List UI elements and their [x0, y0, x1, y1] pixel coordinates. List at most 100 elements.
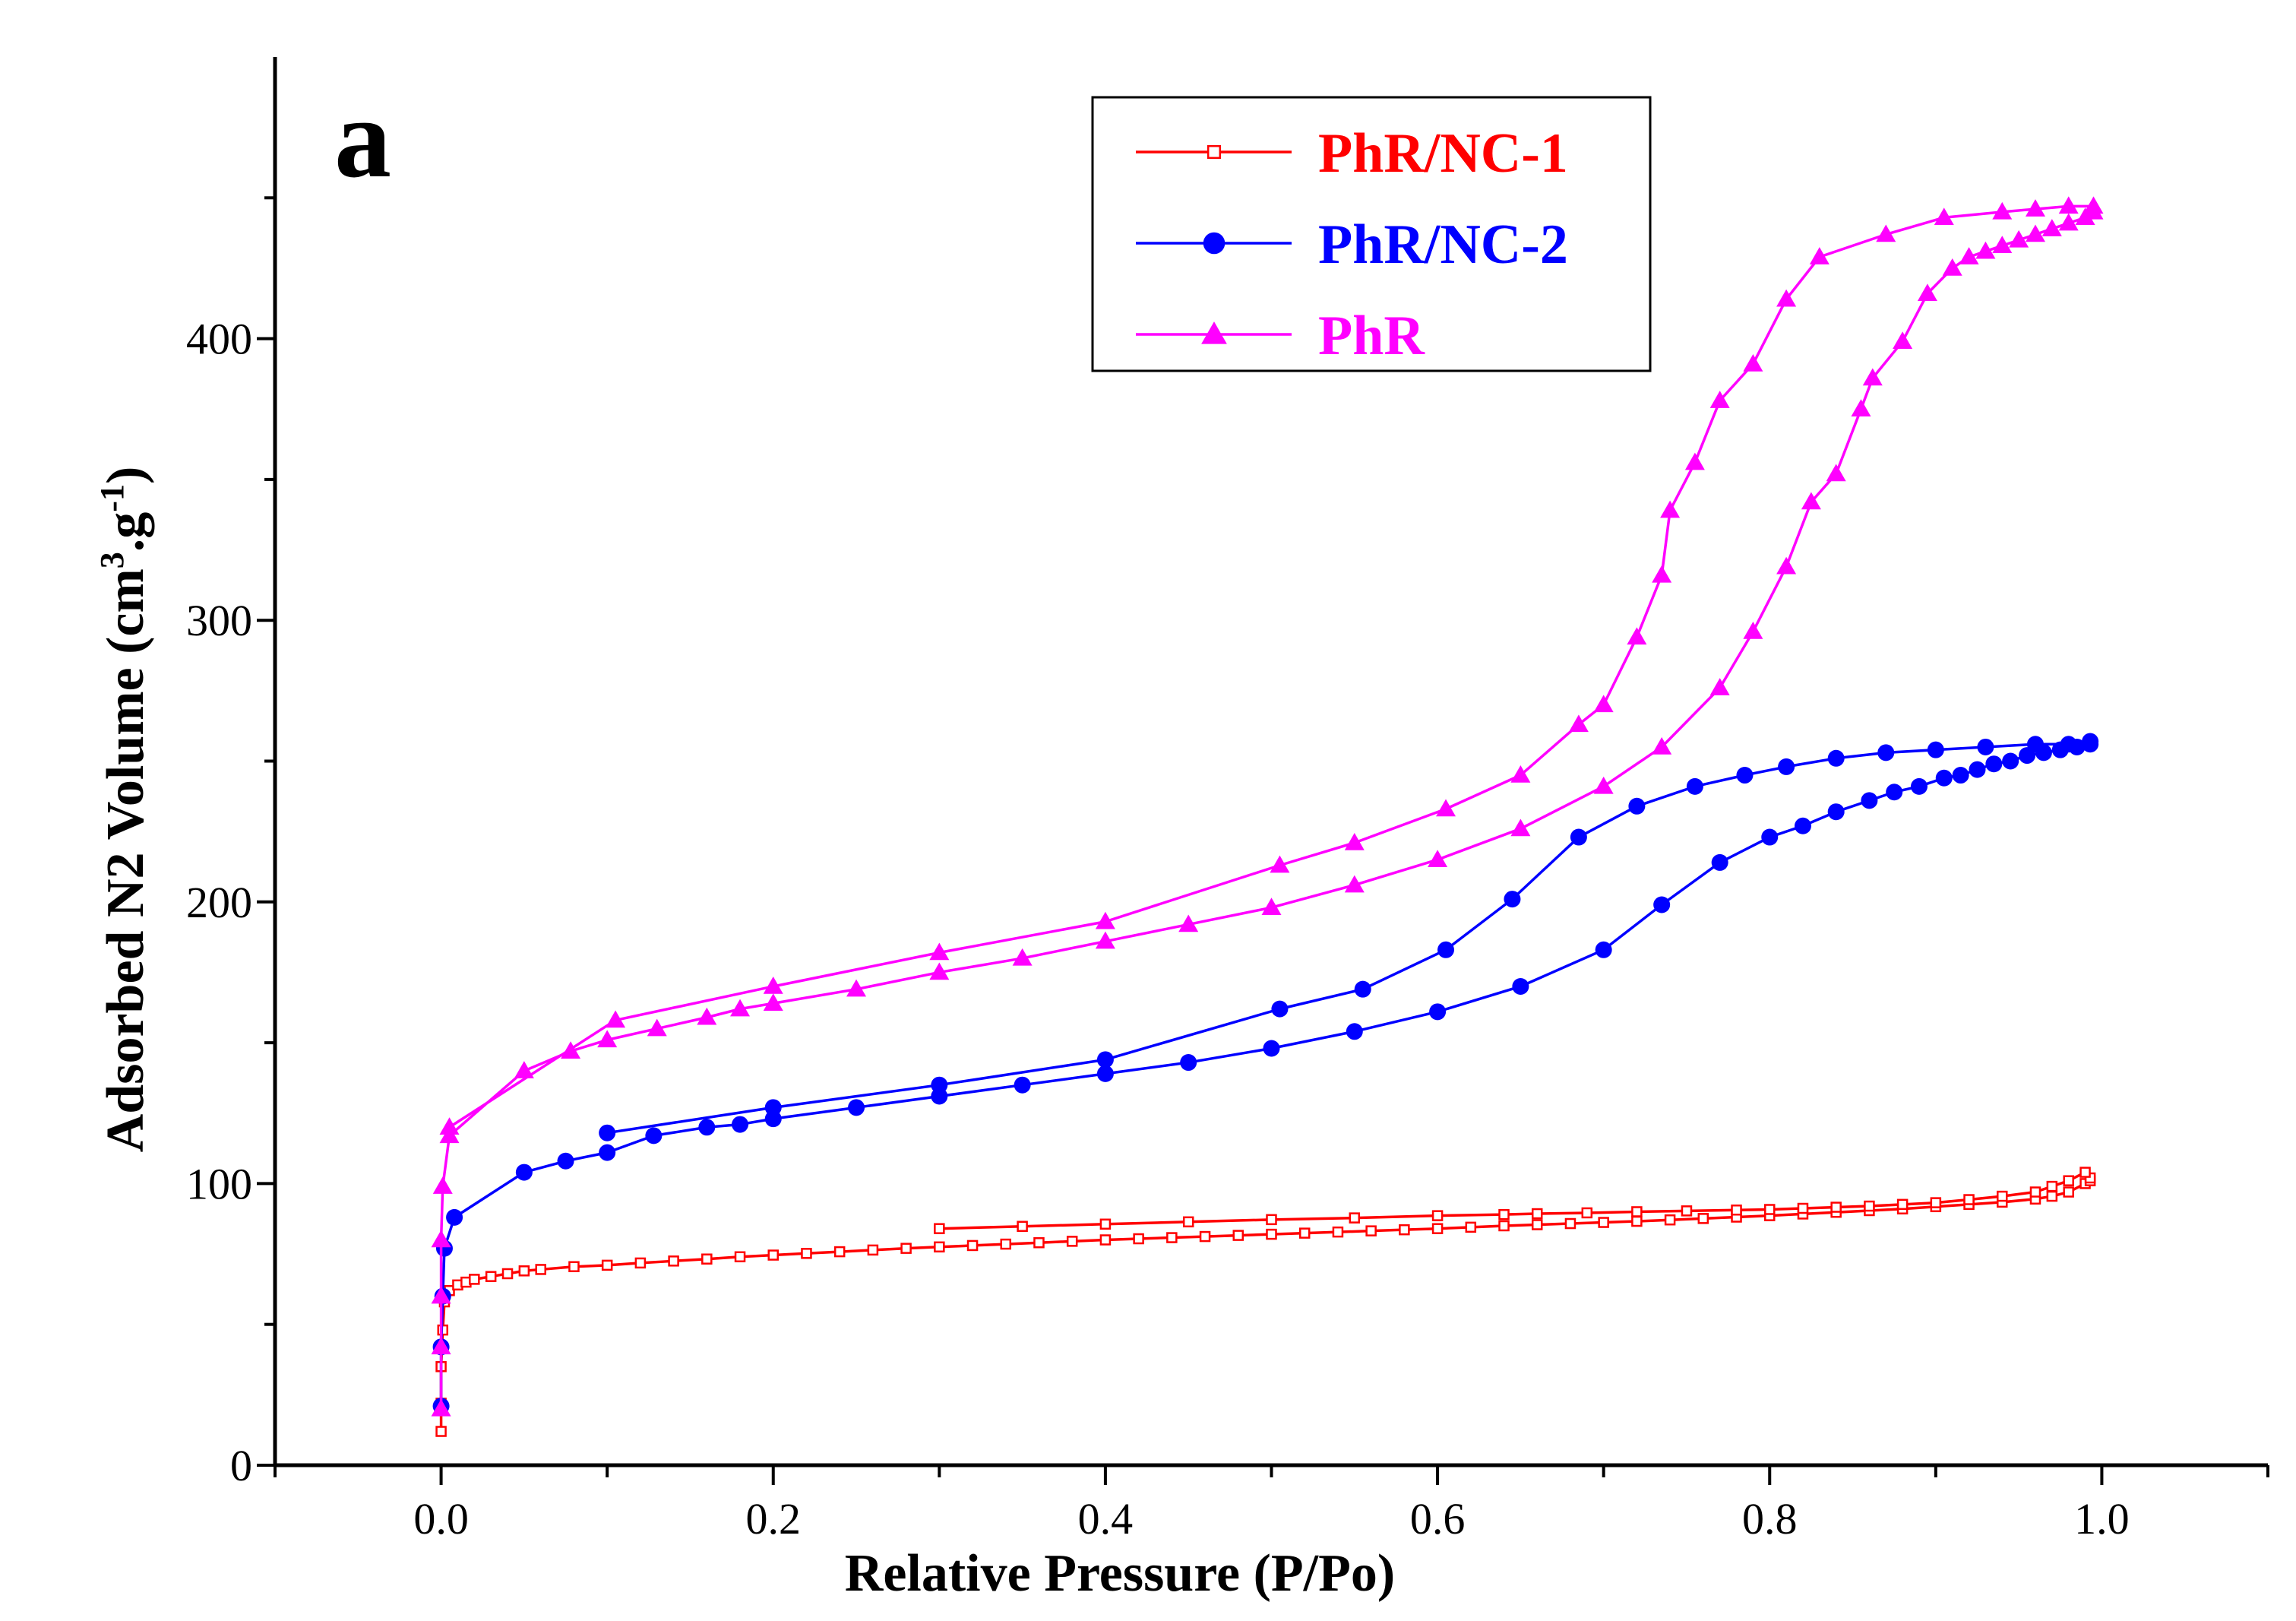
adsorption-point — [485, 1271, 497, 1282]
series-phr-nc-1 — [435, 1167, 2096, 1437]
adsorption-point — [1985, 755, 2003, 773]
adsorption-point — [2046, 1190, 2058, 1202]
adsorption-point — [1033, 1236, 1045, 1249]
x-tick-label: 0.8 — [1742, 1494, 1798, 1543]
adsorption-point — [1510, 818, 1531, 837]
y-tick-label: 400 — [186, 315, 252, 364]
adsorption-point — [867, 1244, 879, 1256]
y-tick-label: 100 — [186, 1159, 252, 1208]
legend-box — [1091, 96, 1652, 372]
desorption-point — [1992, 201, 2013, 220]
adsorption-point — [431, 1398, 451, 1417]
desorption-point — [1531, 1208, 1543, 1220]
desorption-point — [1631, 1206, 1643, 1217]
x-tick-label: 0.6 — [1410, 1494, 1466, 1543]
desorption-point — [1864, 1200, 1875, 1212]
desorption-point — [1344, 832, 1365, 850]
adsorption-point — [2063, 1186, 2074, 1198]
adsorption-point — [900, 1243, 912, 1254]
adsorption-point — [431, 1230, 451, 1248]
axes: 0 100 200 300 400 0.0 0.2 0.4 0.6 0.8 1.0 — [186, 57, 2269, 1543]
adsorption-point — [535, 1264, 546, 1275]
desorption-point — [1431, 1210, 1444, 1221]
adsorption-point — [698, 1119, 716, 1136]
desorption-point — [1797, 1202, 1809, 1214]
desorption-point — [1827, 749, 1845, 767]
adsorption-point — [1862, 368, 1883, 386]
desorption-point — [1570, 828, 1587, 846]
adsorption-point — [647, 1018, 667, 1037]
desorption-point — [1568, 714, 1589, 733]
desorption-point — [1681, 1205, 1693, 1217]
adsorption-point — [848, 1099, 865, 1116]
adsorption-point — [597, 1030, 618, 1048]
adsorption-point — [1697, 1213, 1709, 1224]
adsorption-point — [1959, 247, 1979, 264]
desorption-point — [1896, 1198, 1909, 1211]
desorption-point — [1266, 1214, 1277, 1226]
desorption-point — [2058, 196, 2079, 214]
adsorption-point — [1653, 896, 1671, 913]
adsorption-point — [730, 999, 751, 1017]
adsorption-point — [1178, 914, 1199, 932]
adsorption-point — [1761, 828, 1779, 846]
desorption-point — [763, 976, 783, 994]
desorption-point — [1581, 1207, 1593, 1219]
adsorption-point — [1498, 1220, 1510, 1232]
y-tick-label: 300 — [186, 596, 252, 645]
desorption-point — [1686, 777, 1703, 795]
desorption-point — [1504, 891, 1521, 908]
desorption-point — [2046, 1180, 2058, 1192]
adsorption-point — [1893, 331, 1913, 350]
adsorption-point — [1826, 464, 1846, 482]
desorption-point — [1099, 1218, 1112, 1230]
adsorption-point — [1886, 784, 1903, 801]
adsorption-point — [518, 1265, 530, 1277]
adsorption-point — [645, 1127, 663, 1145]
adsorption-point — [1166, 1232, 1178, 1243]
legend-marker — [1203, 232, 1225, 255]
adsorption-point — [1512, 977, 1529, 995]
adsorption-point — [1399, 1224, 1410, 1236]
adsorption-point — [1428, 850, 1448, 867]
adsorption-point — [634, 1257, 647, 1269]
desorption-point — [1977, 738, 1994, 755]
adsorption-point — [1935, 769, 1953, 787]
adsorption-point — [1099, 1234, 1112, 1246]
adsorption-point — [1000, 1238, 1012, 1250]
adsorption-point — [1801, 492, 1821, 510]
adsorption-point — [929, 962, 950, 980]
adsorption-point — [1465, 1221, 1477, 1233]
adsorption-point — [1942, 258, 1962, 276]
adsorption-point — [432, 1176, 453, 1194]
desorption-point — [1809, 247, 1830, 264]
desorption-point — [1652, 565, 1672, 583]
adsorption-point — [701, 1253, 713, 1265]
adsorption-point — [1014, 1076, 1031, 1094]
legend-label: PhR/NC-1 — [1318, 122, 1568, 185]
legend-label: PhR — [1318, 305, 1425, 367]
adsorption-point — [1952, 767, 1969, 784]
adsorption-point — [1593, 776, 1614, 794]
desorption-point — [606, 1010, 626, 1028]
adsorption-point — [1776, 556, 1797, 575]
series-phr-nc-2 — [432, 733, 2099, 1415]
adsorption-point — [2041, 219, 2062, 236]
desorption-point — [1776, 289, 1797, 307]
legend-label: PhR/NC-2 — [1318, 214, 1568, 276]
desorption-point — [2029, 1186, 2041, 1198]
desorption-point — [1778, 758, 1795, 775]
desorption-point — [1628, 797, 1646, 815]
y-axis-title-sup1: 3 — [93, 552, 131, 568]
adsorption-point — [1664, 1214, 1676, 1226]
desorption-point — [1876, 224, 1896, 242]
adsorption-point — [435, 1426, 447, 1437]
adsorption-point — [1851, 399, 1871, 416]
adsorption-point — [568, 1261, 580, 1272]
adsorption-point — [934, 1241, 945, 1253]
adsorption-point — [1346, 1023, 1363, 1040]
desorption-point — [1997, 1190, 2008, 1202]
adsorption-point — [1564, 1217, 1577, 1230]
adsorption-point — [1095, 931, 1115, 949]
adsorption-point — [1332, 1226, 1344, 1238]
